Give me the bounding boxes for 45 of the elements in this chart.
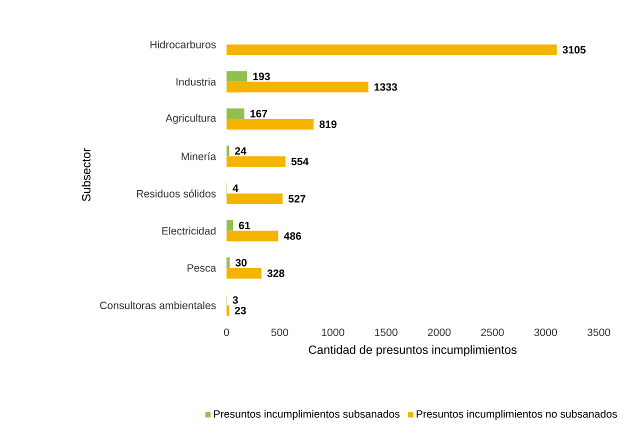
data-label: 3105 [562,46,586,54]
bar [226,193,283,204]
x-tick-label: 3000 [534,328,557,336]
data-label: 193 [253,72,270,80]
data-label: 61 [238,222,250,230]
y-tick-label: Hidrocarburos [150,40,216,48]
bar [226,118,314,130]
x-tick-label: 1500 [375,328,398,336]
y-tick-label: Pesca [188,264,216,272]
x-tick-label: 0 [224,328,230,336]
data-label: 1333 [374,83,398,91]
x-tick-label: 500 [271,328,288,336]
x-tick-label: 3500 [587,328,610,336]
bar [226,82,368,92]
y-tick-label: Minería [182,152,216,160]
bar [226,44,557,55]
data-label: 486 [284,232,302,240]
legend-label: Presuntos incumplimientos subsanados [214,410,400,420]
data-label: 527 [288,194,306,202]
x-tick-label: 2500 [481,328,504,336]
y-tick-label: Electricidad [162,226,216,235]
bar [226,220,234,231]
x-tick-label: 2000 [428,328,451,336]
bar [226,108,244,119]
y-tick-label: Industria [176,78,216,86]
y-tick-label: Residuos sólidos [136,189,216,198]
data-label: 30 [236,258,247,266]
data-label: 167 [250,110,268,118]
data-label: 328 [267,269,284,277]
data-label: 3 [232,296,238,304]
legend-label: Presuntos incumplimientos no subsanados [416,410,617,420]
data-label: 4 [232,184,238,192]
bar [226,156,286,167]
x-tick-label: 1000 [322,328,344,336]
data-label: 24 [235,147,246,155]
bar [226,71,248,82]
y-tick-label: Consultoras ambientales [100,301,216,310]
data-label: 819 [320,120,336,128]
bar [226,268,262,279]
x-axis-title: Cantidad de presuntos incumplimientos [308,345,517,356]
data-label: 554 [291,158,309,166]
y-axis-title: Subsector [82,148,90,202]
y-tick-label: Agricultura [166,114,216,124]
data-label: 23 [234,306,246,314]
bar [226,230,278,242]
